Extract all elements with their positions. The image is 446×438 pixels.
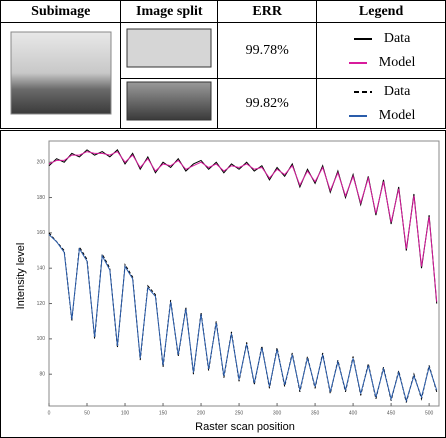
chart: Intensity level Raster scan position 80 1… [0, 130, 446, 438]
y-tick-label: 180 [37, 195, 46, 201]
x-tick-label: 350 [311, 410, 320, 416]
legend-label: Model [378, 107, 416, 123]
err-cell: 99.82% [217, 78, 318, 129]
series-line [48, 149, 438, 304]
y-tick-label: 120 [37, 301, 46, 307]
x-tick-label: 200 [197, 410, 206, 416]
split-cell [120, 78, 219, 129]
header-cell: ERR [217, 0, 318, 23]
legend-entry: Data [317, 27, 445, 51]
y-tick-label: 160 [37, 230, 46, 236]
x-tick-label: 100 [121, 410, 130, 416]
subimage [10, 31, 112, 115]
err-cell: 99.78% [217, 22, 318, 79]
legend-label: Data [383, 83, 411, 99]
legend-swatch [348, 114, 367, 117]
plot-frame [48, 140, 440, 407]
y-tick-label: 100 [37, 336, 46, 342]
split-image [126, 28, 212, 68]
legend-entry: Data [317, 80, 445, 104]
legend-cell: Data Model [316, 22, 446, 79]
legend-swatch [348, 61, 367, 64]
header-cell: Subimage [0, 0, 122, 23]
series-line [48, 232, 438, 403]
x-axis-label: Raster scan position [195, 421, 295, 433]
x-tick-label: 50 [84, 410, 90, 416]
x-tick-label: 0 [48, 410, 51, 416]
legend-swatch [353, 90, 372, 93]
legend-cell: Data Model [316, 78, 446, 129]
subimage-cell [0, 22, 122, 129]
y-tick-label: 200 [37, 160, 46, 166]
split-cell [120, 22, 219, 79]
series-line [48, 234, 438, 403]
y-tick-label: 140 [37, 266, 46, 272]
x-tick-label: 150 [159, 410, 168, 416]
legend-label: Model [378, 54, 416, 70]
legend-entry: Model [317, 104, 445, 128]
x-tick-label: 400 [349, 410, 358, 416]
x-tick-label: 500 [425, 410, 434, 416]
y-tick-label: 80 [39, 372, 45, 378]
y-axis-label: Intensity level [15, 243, 27, 310]
results-table: Subimage Image split ERR Legend 99.78% D… [0, 0, 446, 129]
series-line [48, 150, 438, 302]
split-image [126, 81, 212, 121]
x-tick-label: 250 [235, 410, 244, 416]
x-tick-label: 450 [387, 410, 396, 416]
header-cell: Image split [120, 0, 219, 23]
legend-label: Data [383, 30, 411, 46]
legend-swatch [353, 37, 372, 40]
header-cell: Legend [316, 0, 446, 23]
legend-entry: Model [317, 51, 445, 75]
x-tick-label: 300 [273, 410, 282, 416]
